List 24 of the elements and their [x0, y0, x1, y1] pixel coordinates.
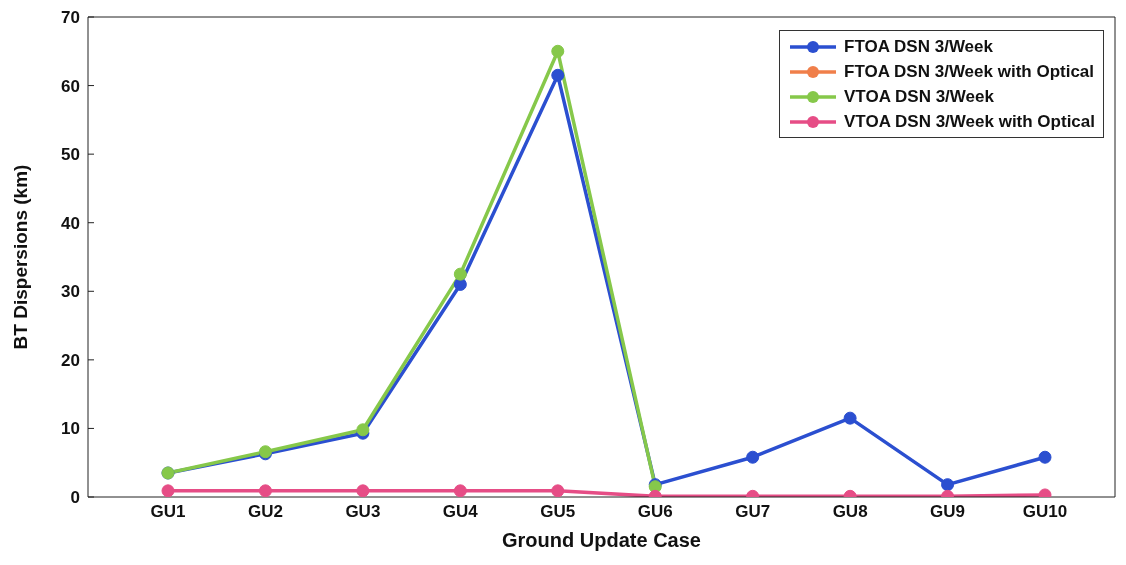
- x-tick-label: GU2: [247, 502, 283, 522]
- x-tick-label: GU7: [735, 502, 771, 522]
- y-tick-label: 50: [61, 145, 80, 165]
- x-tick-label: GU5: [540, 502, 576, 522]
- x-tick-label: GU1: [150, 502, 186, 522]
- x-tick-label: GU9: [930, 502, 966, 522]
- x-axis-title: Ground Update Case: [502, 529, 701, 551]
- y-tick-label: 40: [61, 213, 80, 233]
- y-tick-label: 20: [61, 350, 80, 370]
- y-tick-label: 10: [61, 419, 80, 439]
- y-tick-label: 0: [70, 488, 80, 508]
- y-tick-label: 30: [61, 282, 80, 302]
- x-tick-label: GU6: [637, 502, 673, 522]
- legend-label: VTOA DSN 3/Week with Optical: [844, 111, 1095, 133]
- legend-label: FTOA DSN 3/Week: [844, 36, 993, 58]
- y-axis-title: BT Dispersions (km): [9, 164, 31, 350]
- x-tick-label: GU3: [345, 502, 381, 522]
- y-tick-label: 70: [61, 8, 80, 28]
- x-tick-label: GU4: [442, 502, 479, 522]
- x-tick-label: GU10: [1022, 502, 1068, 522]
- y-tick-label: 60: [61, 76, 80, 96]
- x-tick-label: GU8: [832, 502, 868, 522]
- legend-label: FTOA DSN 3/Week with Optical: [844, 61, 1095, 83]
- legend-label: VTOA DSN 3/Week: [844, 86, 994, 108]
